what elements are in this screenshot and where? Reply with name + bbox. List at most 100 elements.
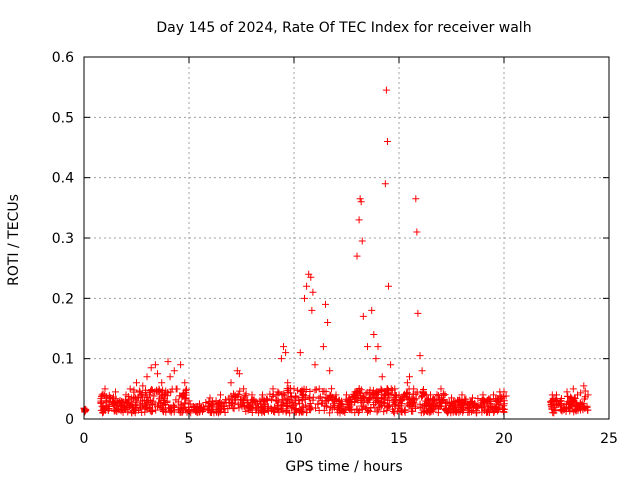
data-point [418,367,426,375]
data-point [414,309,422,317]
data-point [282,349,290,357]
data-point [443,406,451,414]
data-point [212,397,220,405]
data-point [296,349,304,357]
data-point [240,395,248,403]
data-point [287,404,295,412]
data-point [148,407,156,415]
data-point [110,399,118,407]
data-point [359,393,367,401]
data-point [352,393,360,401]
data-point [242,390,250,398]
data-point [422,402,430,410]
x-tick-label: 0 [80,431,89,447]
data-point [296,407,304,415]
data-point [409,400,417,408]
data-point [563,392,571,400]
data-point [105,401,113,409]
data-point [378,373,386,381]
data-point [374,343,382,351]
data-point [584,406,592,414]
data-point [334,408,342,416]
data-point [240,385,248,393]
data-point [467,408,475,416]
data-point [417,409,425,417]
data-point [323,394,331,402]
data-point [157,393,165,401]
data-point [139,382,147,390]
data-point [101,392,109,400]
data-point [497,393,505,401]
data-point [345,395,353,403]
data-point [235,370,243,378]
data-point [296,399,304,407]
data-point [419,391,427,399]
data-point [192,407,200,415]
data-point [294,386,302,394]
data-point [143,403,151,411]
data-point [556,400,564,408]
data-point [433,401,441,409]
data-point [147,364,155,372]
data-point [427,391,434,399]
data-point [371,404,379,412]
data-point [323,402,331,410]
data-point [412,395,420,403]
data-point [387,385,395,393]
data-point [361,395,369,403]
data-point [132,401,140,409]
data-point [322,300,329,308]
data-point [321,394,329,402]
y-tick-label: 0.3 [52,231,74,247]
data-point [479,401,487,409]
data-point [133,379,140,387]
data-point [235,404,243,412]
data-point [118,398,126,406]
data-point [145,391,153,399]
data-point [154,370,161,378]
y-tick-label: 0.6 [52,50,74,66]
data-point [362,390,370,398]
data-point [208,399,216,407]
data-point [240,402,248,410]
data-point [577,389,585,397]
data-point [131,393,139,401]
data-point [566,407,574,415]
data-point [581,387,589,395]
data-point [549,409,557,417]
data-point [502,392,510,400]
data-point [309,288,317,296]
data-point [354,409,362,417]
data-point [500,388,508,396]
data-point [413,388,421,396]
data-point [370,331,378,339]
data-point [382,86,390,94]
data-point [372,355,380,363]
data-point [480,403,488,411]
data-point [402,392,410,400]
data-point [106,394,114,402]
data-point [302,385,310,393]
data-point [373,396,381,404]
data-point [359,312,367,320]
data-point [308,306,316,314]
data-point [499,405,507,413]
data-point [384,396,392,404]
data-point [185,397,193,405]
data-point [269,392,277,400]
x-tick-label: 20 [495,431,513,447]
data-point [431,396,439,404]
data-point [138,391,146,399]
data-point [234,401,242,409]
data-point [321,401,329,409]
data-point [183,408,191,416]
data-point [358,237,366,245]
data-point [441,391,449,399]
data-point [389,408,397,416]
data-point [326,367,334,375]
y-axis-label: ROTI / TECUs [6,194,22,286]
data-point [258,395,266,403]
data-point [112,388,119,396]
data-point [277,355,285,363]
data-point [161,399,169,407]
